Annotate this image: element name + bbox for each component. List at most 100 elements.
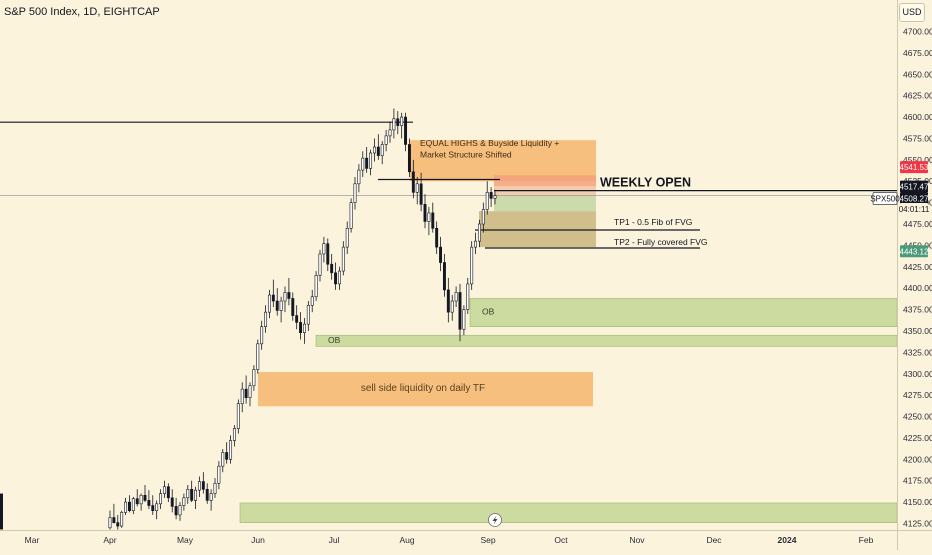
candle xyxy=(369,150,371,176)
candle xyxy=(439,237,441,271)
candle xyxy=(354,177,356,210)
candle xyxy=(222,449,224,472)
candle xyxy=(471,241,473,290)
price-label-text: 4508.27 xyxy=(900,195,929,204)
candle xyxy=(167,483,169,502)
candle xyxy=(385,130,387,151)
zone-order-block[interactable] xyxy=(316,335,897,346)
candle xyxy=(327,239,329,272)
candle xyxy=(148,490,150,509)
currency-button[interactable]: USD xyxy=(899,3,925,22)
candle xyxy=(292,292,294,320)
zone-order-block[interactable] xyxy=(470,298,897,326)
price-label-text: 04:01:11 xyxy=(899,205,930,214)
price-label-text: SPX500 xyxy=(870,195,900,204)
time-tick-label: Apr xyxy=(103,535,116,545)
candle xyxy=(144,485,146,502)
candle xyxy=(156,500,158,519)
candle xyxy=(284,286,286,312)
price-tick-label: 4175.00 xyxy=(903,476,932,486)
time-tick-label: Sep xyxy=(480,535,495,545)
price-tick-label: 4150.00 xyxy=(903,497,932,507)
price-label-text: 4517.47 xyxy=(900,183,929,192)
candle xyxy=(366,147,368,173)
candle xyxy=(237,399,239,433)
candle xyxy=(467,278,469,314)
price-tick-label: 4200.00 xyxy=(903,454,932,464)
time-tick-label: Dec xyxy=(706,535,722,545)
candle xyxy=(152,495,154,515)
candle xyxy=(338,267,340,290)
zone-discount[interactable] xyxy=(494,195,596,211)
candle xyxy=(362,151,364,177)
candle xyxy=(121,511,123,528)
price-tick-label: 4400.00 xyxy=(903,283,932,293)
candle xyxy=(280,297,282,323)
candle xyxy=(397,111,399,134)
candle xyxy=(214,478,216,498)
candle xyxy=(261,321,263,350)
price-label: 4541.53 xyxy=(900,161,929,173)
price-axis[interactable]: 4125.004150.004175.004200.004225.004250.… xyxy=(898,0,932,550)
price-label-text: 4541.53 xyxy=(900,163,929,172)
zone-label-ob: OB xyxy=(482,307,495,317)
time-tick-label: Mar xyxy=(25,535,40,545)
candle xyxy=(159,489,161,509)
time-tick-label: May xyxy=(177,535,194,545)
price-label: 04:01:11 xyxy=(899,203,930,215)
candle xyxy=(241,382,243,412)
candle xyxy=(233,425,235,446)
chart-title: S&P 500 Index, 1D, EIGHTCAP xyxy=(4,6,160,18)
candle xyxy=(323,237,325,263)
candle xyxy=(132,497,134,514)
candle xyxy=(377,134,379,160)
lightning-icon[interactable] xyxy=(489,514,502,527)
candle xyxy=(136,489,138,506)
candle xyxy=(257,340,259,374)
candle xyxy=(296,305,298,329)
price-tick-label: 4625.00 xyxy=(903,91,932,101)
price-tick-label: 4275.00 xyxy=(903,390,932,400)
candle xyxy=(183,494,185,511)
candle xyxy=(307,301,309,331)
candle xyxy=(175,498,177,519)
time-tick-label: Aug xyxy=(399,535,414,545)
time-tick-label: Feb xyxy=(859,535,874,545)
candle xyxy=(463,305,465,335)
price-tick-label: 4700.00 xyxy=(903,27,932,37)
candle xyxy=(443,254,445,297)
price-tick-label: 4475.00 xyxy=(903,219,932,229)
candle xyxy=(198,476,200,497)
candle xyxy=(311,290,313,312)
zone-fvg[interactable] xyxy=(479,211,596,247)
candle xyxy=(288,278,290,305)
candle xyxy=(171,489,173,512)
candle xyxy=(264,305,266,332)
candle xyxy=(187,485,189,504)
candle xyxy=(124,498,126,515)
candle xyxy=(401,113,403,139)
candle xyxy=(109,511,111,530)
zone-order-block[interactable] xyxy=(240,503,897,523)
candle xyxy=(436,221,438,254)
candle xyxy=(191,481,193,502)
candle xyxy=(253,365,255,391)
zone-label-equal-highs: EQUAL HIGHS & Buyside Liquidity + xyxy=(420,138,559,148)
price-tick-label: 4300.00 xyxy=(903,369,932,379)
candle xyxy=(486,181,488,214)
candle xyxy=(268,290,270,318)
price-tick-label: 4650.00 xyxy=(903,69,932,79)
zone-premium[interactable] xyxy=(494,175,596,186)
candle xyxy=(202,472,204,493)
price-tick-label: 4325.00 xyxy=(903,347,932,357)
candle xyxy=(373,138,375,161)
candle xyxy=(206,483,208,504)
candle xyxy=(447,278,449,322)
price-label: 4508.27 xyxy=(900,193,929,205)
price-label: 4443.12 xyxy=(900,245,929,257)
price-tick-label: 4125.00 xyxy=(903,519,932,529)
time-tick-label: Nov xyxy=(629,535,645,545)
